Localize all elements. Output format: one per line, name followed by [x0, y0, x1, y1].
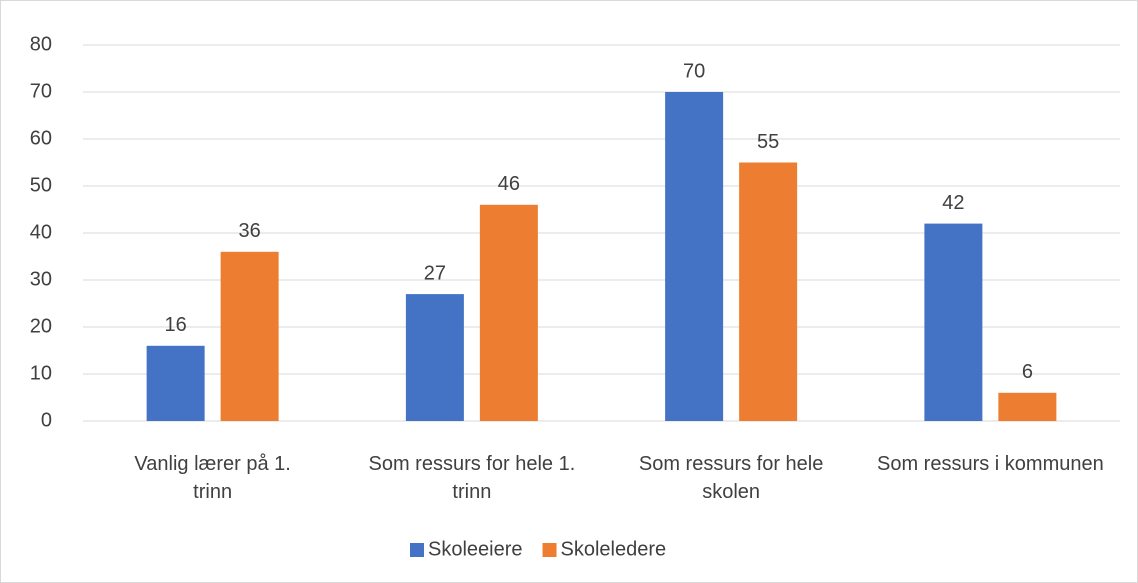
- y-tick-label: 0: [41, 409, 52, 431]
- y-tick-label: 70: [30, 80, 52, 102]
- x-tick-label: Som ressurs for hele skolen: [639, 453, 824, 503]
- x-tick-label: Som ressurs i kommunen: [877, 453, 1104, 475]
- y-tick-label: 20: [30, 315, 52, 337]
- x-tick-label: Som ressurs for hele 1. trinn: [369, 453, 576, 503]
- data-label: 27: [424, 262, 446, 284]
- data-label: 70: [683, 60, 705, 82]
- y-tick-label: 60: [30, 127, 52, 149]
- legend-swatch: [410, 543, 424, 557]
- data-label: 16: [165, 314, 187, 336]
- bar: [146, 345, 205, 421]
- data-label: 46: [498, 173, 520, 195]
- bar: [998, 392, 1057, 421]
- y-tick-label: 50: [30, 174, 52, 196]
- data-label: 42: [942, 192, 964, 214]
- bar: [665, 92, 724, 421]
- bar: [220, 251, 279, 421]
- y-tick-label: 40: [30, 221, 52, 243]
- legend-label: Skoleledere: [561, 538, 667, 560]
- y-tick-label: 80: [30, 33, 52, 55]
- y-tick-label: 10: [30, 362, 52, 384]
- data-label: 55: [757, 131, 779, 153]
- data-label: 36: [239, 220, 261, 242]
- data-label: 6: [1022, 361, 1033, 383]
- legend-swatch: [542, 543, 557, 557]
- y-tick-label: 30: [30, 268, 52, 290]
- bar: [924, 223, 983, 421]
- bar: [405, 294, 464, 421]
- bar: [479, 204, 538, 421]
- legend-label: Skoleeiere: [428, 538, 523, 560]
- bar: [739, 162, 798, 421]
- x-tick-label: Vanlig lærer på 1. trinn: [134, 453, 290, 503]
